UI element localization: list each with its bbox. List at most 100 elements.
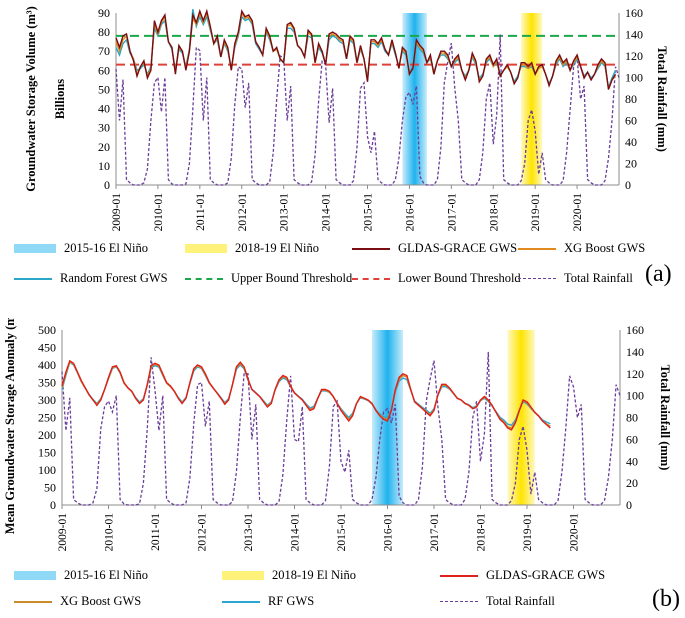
legend-b-swatch-6 bbox=[440, 601, 478, 602]
b-ytick-right-80: 80 bbox=[626, 411, 638, 425]
a-ytick-left-60: 60 bbox=[98, 63, 110, 77]
legend-b-item-1: 2015-16 El Niño bbox=[14, 568, 148, 583]
a-xtick-2019-01: 2019-01 bbox=[530, 193, 542, 232]
legend-a-swatch-1 bbox=[14, 244, 56, 253]
b-xtick-2018-01: 2018-01 bbox=[476, 513, 488, 552]
b-xtick-2012-01: 2012-01 bbox=[197, 513, 209, 552]
b-xtick-2016-01: 2016-01 bbox=[383, 513, 395, 552]
legend-a-label-7: Lower Bound Threshold bbox=[398, 271, 521, 285]
b-ytick-left-250: 250 bbox=[38, 411, 56, 425]
a-xtick-2015-01: 2015-01 bbox=[363, 193, 375, 232]
b-ytick-left-300: 300 bbox=[38, 393, 56, 407]
b-series-xg-boost-gws bbox=[61, 360, 551, 429]
a-ytick-right-0: 0 bbox=[625, 178, 631, 192]
legend-a-label-5: Random Forest GWS bbox=[60, 271, 168, 285]
legend-b-swatch-5 bbox=[222, 600, 260, 603]
a-ytick-right-160: 160 bbox=[625, 6, 643, 20]
a-ytick-left-30: 30 bbox=[98, 121, 110, 135]
legend-a-label-1: 2015-16 El Niño bbox=[64, 241, 149, 255]
legend-a-item-7: Lower Bound Threshold bbox=[352, 271, 521, 286]
a-ytick-left-20: 20 bbox=[98, 140, 110, 154]
b-ytick-right-60: 60 bbox=[626, 432, 638, 446]
b-ytick-left-50: 50 bbox=[44, 481, 56, 495]
legend-a-label-4: XG Boost GWS bbox=[564, 241, 646, 255]
b-ytick-left-500: 500 bbox=[38, 323, 56, 337]
panel-a-tag: (a) bbox=[645, 261, 672, 287]
a-xtick-2013-01: 2013-01 bbox=[279, 193, 291, 232]
legend-a-swatch-8 bbox=[518, 278, 556, 279]
chart-b: 0 50 100 150 200 250 300 350 400 450 500 0 20 40 60 80 1… bbox=[3, 318, 672, 552]
legend-a-label-3: GLDAS-GRACE GWS bbox=[398, 241, 518, 255]
a-ytick-left-10: 10 bbox=[98, 159, 110, 173]
legend-a-item-2: 2018-19 El Niño bbox=[185, 241, 319, 256]
b-xtick-2014-01: 2014-01 bbox=[290, 513, 302, 552]
a-ytick-right-20: 20 bbox=[625, 157, 637, 171]
legend-b-label-6: Total Rainfall bbox=[486, 594, 555, 608]
b-xtick-2019-01: 2019-01 bbox=[522, 513, 534, 552]
b-ytick-right-40: 40 bbox=[626, 454, 638, 468]
legend-a-item-5: Random Forest GWS bbox=[14, 271, 168, 286]
b-ytick-right-100: 100 bbox=[626, 389, 644, 403]
a-xtick-2016-01: 2016-01 bbox=[404, 193, 416, 232]
legend-a-item-4: XG Boost GWS bbox=[518, 241, 645, 256]
legend-a-label-2: 2018-19 El Niño bbox=[235, 241, 320, 255]
b-xtick-2020-01: 2020-01 bbox=[569, 513, 581, 552]
b-xtick-2013-01: 2013-01 bbox=[243, 513, 255, 552]
b-ytick-right-20: 20 bbox=[626, 476, 638, 490]
b-ytick-left-0: 0 bbox=[50, 498, 56, 512]
a-xtick-2020-01: 2020-01 bbox=[572, 193, 584, 232]
b-xtick-2017-01: 2017-01 bbox=[429, 513, 441, 552]
a-ytick-right-80: 80 bbox=[625, 92, 637, 106]
b-ylabel-left: Mean Groundwater Storage Anomaly (mm) bbox=[3, 318, 17, 534]
b-ylabel-right: Total Rainfall (mm) bbox=[658, 365, 672, 471]
legend-a-item-3: GLDAS-GRACE GWS bbox=[352, 241, 517, 256]
legend-a-label-8: Total Rainfall bbox=[564, 271, 633, 285]
panel-b-tag: (b) bbox=[652, 586, 680, 612]
b-xtick-2011-01: 2011-01 bbox=[150, 513, 162, 551]
legend-a-swatch-2 bbox=[185, 244, 227, 253]
legend-a-item-8: Total Rainfall bbox=[518, 271, 633, 286]
legend-b-item-2: 2018-19 El Niño bbox=[222, 568, 356, 583]
legend-b-label-5: RF GWS bbox=[268, 594, 315, 608]
b-ytick-left-350: 350 bbox=[38, 376, 56, 390]
legend-b-label-3: GLDAS-GRACE GWS bbox=[486, 568, 606, 582]
legend-b-item-5: RF GWS bbox=[222, 594, 314, 609]
a-xtick-2010-01: 2010-01 bbox=[153, 193, 165, 232]
a-xtick-2018-01: 2018-01 bbox=[488, 193, 500, 232]
a-xtick-2011-01: 2011-01 bbox=[195, 193, 207, 231]
legend-a-swatch-4 bbox=[518, 247, 556, 250]
b-ytick-left-100: 100 bbox=[38, 463, 56, 477]
legend-b-swatch-2 bbox=[222, 571, 264, 580]
a-ytick-left-70: 70 bbox=[98, 44, 110, 58]
legend-b-swatch-3 bbox=[440, 574, 478, 577]
a-ytick-left-40: 40 bbox=[98, 102, 110, 116]
legend-a-item-1: 2015-16 El Niño bbox=[14, 241, 148, 256]
b-ytick-right-160: 160 bbox=[626, 323, 644, 337]
legend-b: 2015-16 El Niño 2018-19 El Niño GLDAS-GR… bbox=[0, 564, 685, 618]
b-series-rainfall bbox=[61, 351, 621, 506]
legend-a-swatch-7 bbox=[352, 277, 390, 280]
a-band-2 bbox=[521, 13, 543, 185]
b-ytick-left-450: 450 bbox=[38, 341, 56, 355]
panel-a: 0 10 20 30 40 50 60 70 80 90 0 20 40 60 80 100 120 140 160… bbox=[0, 0, 685, 300]
b-series-gldas-grace-gws bbox=[61, 359, 551, 431]
a-ytick-left-0: 0 bbox=[104, 178, 110, 192]
a-band-1 bbox=[402, 13, 427, 185]
b-band-2 bbox=[507, 330, 535, 505]
legend-b-swatch-4 bbox=[14, 600, 52, 603]
b-xtick-2010-01: 2010-01 bbox=[104, 513, 116, 552]
legend-b-label-1: 2015-16 El Niño bbox=[64, 568, 149, 582]
a-ytick-right-40: 40 bbox=[625, 135, 637, 149]
legend-b-item-4: XG Boost GWS bbox=[14, 594, 141, 609]
a-ylabel-right: Total Rainfall (mm) bbox=[655, 46, 669, 152]
legend-a-swatch-3 bbox=[352, 247, 390, 250]
legend-a-swatch-6 bbox=[185, 277, 223, 280]
b-ytick-left-150: 150 bbox=[38, 446, 56, 460]
a-ytick-left-90: 90 bbox=[98, 6, 110, 20]
chart-a: 0 10 20 30 40 50 60 70 80 90 0 20 40 60 80 100 120 140 160… bbox=[24, 6, 669, 232]
b-xtick-2009-01: 2009-01 bbox=[57, 513, 69, 552]
panel-b: 0 50 100 150 200 250 300 350 400 450 500 0 20 40 60 80 1… bbox=[0, 318, 685, 618]
a-xtick-2012-01: 2012-01 bbox=[237, 193, 249, 232]
a-series-rainfall bbox=[115, 34, 620, 186]
legend-a-item-6: Upper Bound Threshold bbox=[185, 271, 352, 286]
